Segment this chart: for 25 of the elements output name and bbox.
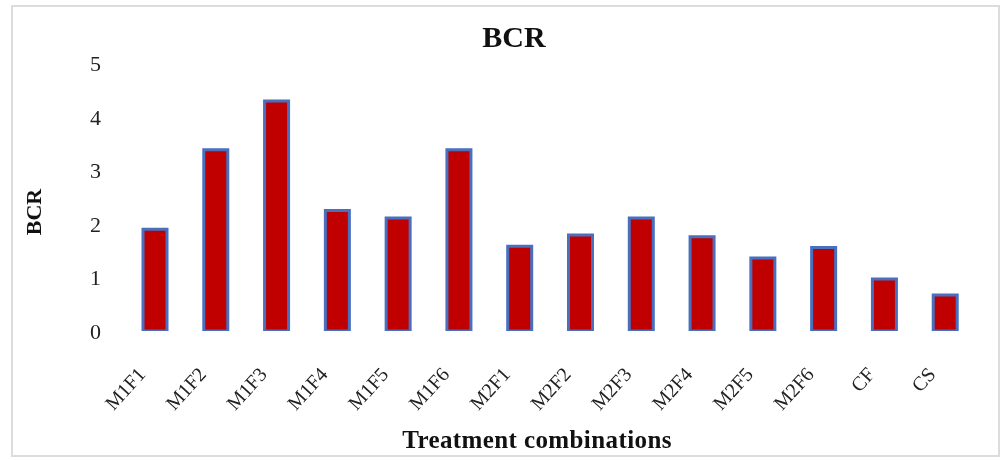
bar bbox=[627, 216, 655, 331]
bar bbox=[870, 277, 898, 331]
y-tick-label: 4 bbox=[90, 104, 101, 130]
bar bbox=[931, 293, 959, 331]
x-tick-label: CS bbox=[906, 362, 940, 396]
y-tick-label: 3 bbox=[90, 158, 101, 184]
y-tick-label: 0 bbox=[90, 319, 101, 344]
bar bbox=[567, 233, 594, 331]
y-axis-title: BCR bbox=[21, 188, 46, 236]
bar bbox=[384, 216, 412, 331]
bar bbox=[323, 208, 351, 331]
chart-title: BCR bbox=[482, 20, 546, 53]
x-axis-title: Treatment combinations bbox=[401, 426, 673, 454]
bar bbox=[141, 227, 169, 331]
bar bbox=[810, 245, 838, 331]
y-tick-label: 1 bbox=[90, 265, 101, 291]
bar bbox=[202, 148, 230, 331]
bar bbox=[506, 244, 534, 331]
x-tick-label: CF bbox=[846, 362, 879, 396]
bar bbox=[263, 99, 291, 331]
y-tick-label: 2 bbox=[90, 211, 101, 237]
bar bbox=[688, 235, 716, 331]
y-tick-label: 5 bbox=[90, 51, 101, 76]
bar bbox=[445, 148, 473, 331]
bar bbox=[749, 256, 777, 331]
